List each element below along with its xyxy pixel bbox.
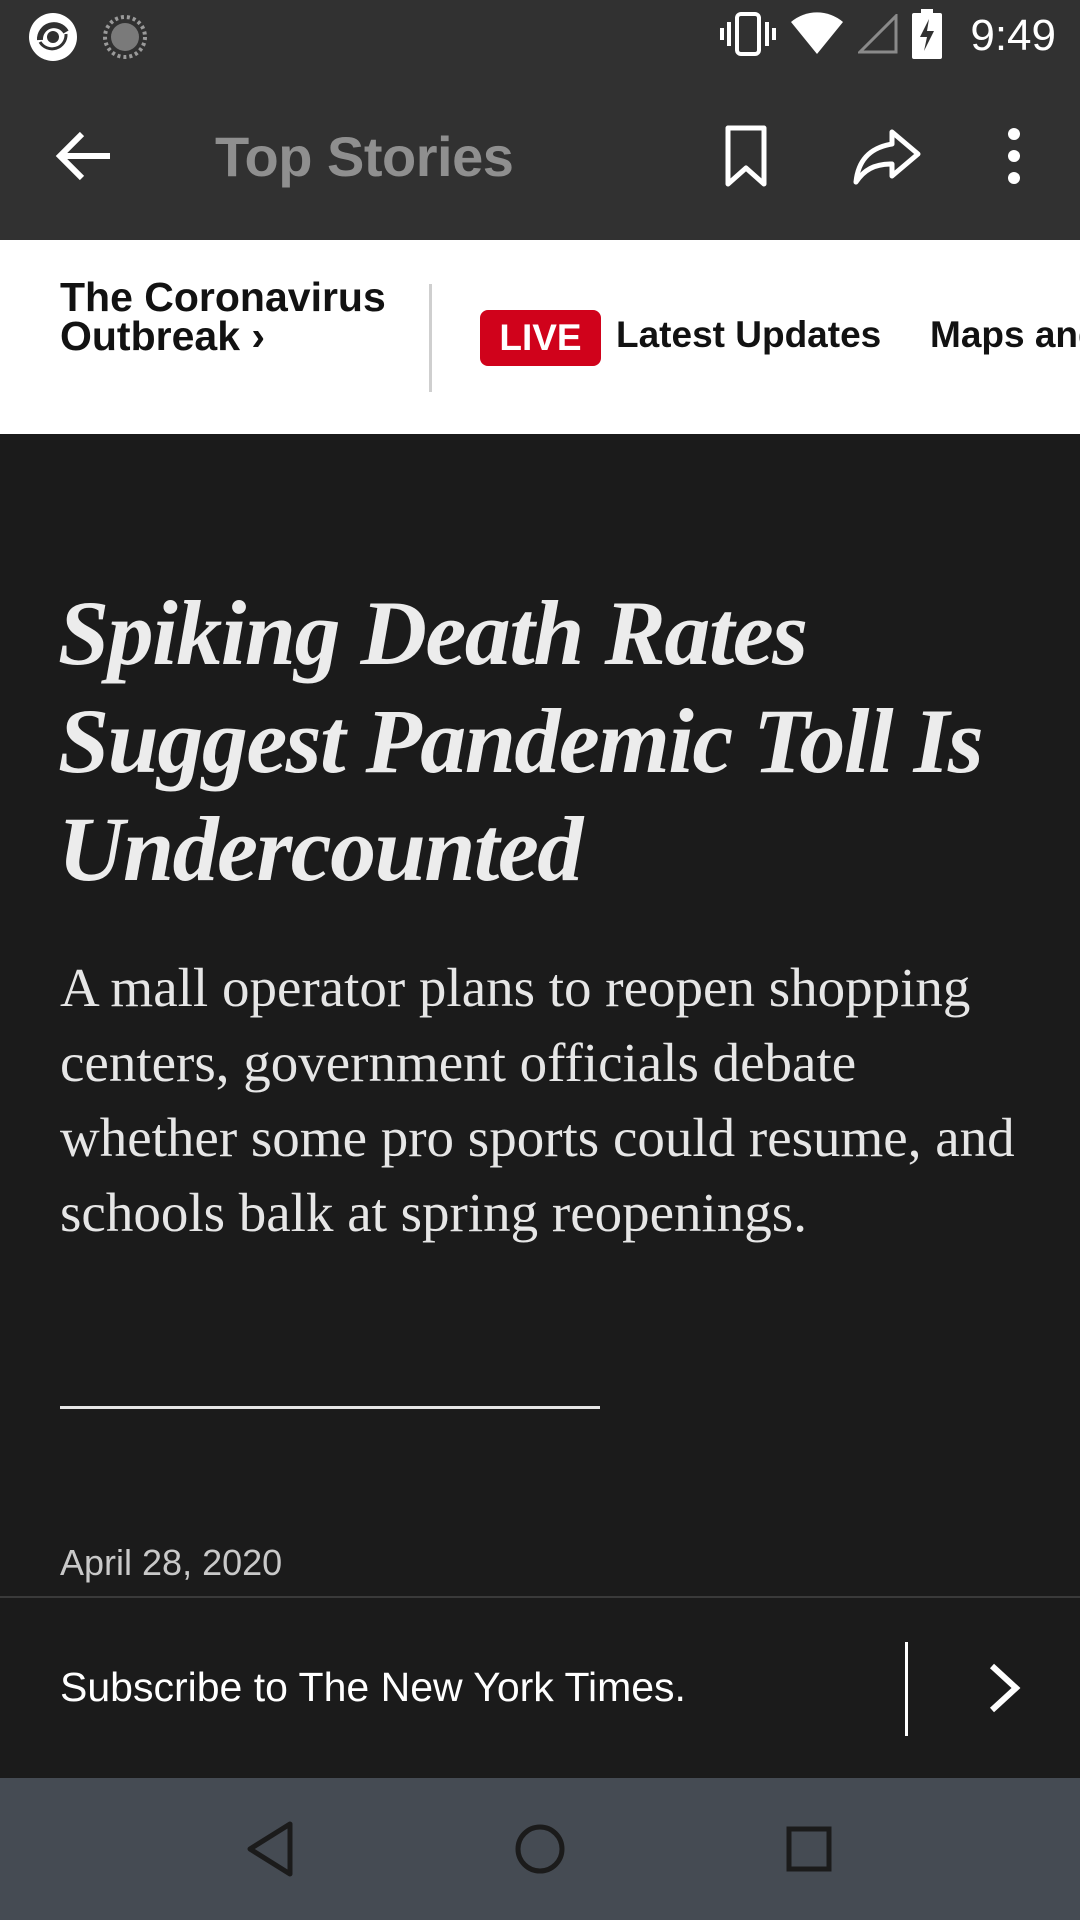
share-icon[interactable] [852,122,921,190]
article-header: Spiking Death Rates Suggest Pandemic Tol… [0,434,1080,1597]
headline-rule [60,1406,600,1409]
nav-home-icon[interactable] [505,1814,575,1884]
article-date: April 28, 2020 [60,1542,283,1583]
system-nav-bar [0,1778,1080,1920]
wifi-icon [790,11,844,61]
topic-link-coronavirus-outbreak[interactable]: The Coronavirus Outbreak › [60,274,400,359]
battery-charging-icon [912,8,943,64]
nav-recents-icon[interactable] [774,1814,844,1884]
subscribe-banner[interactable]: Subscribe to The New York Times. [0,1596,1080,1778]
topic-title-line2: Outbreak › [60,313,266,359]
bookmark-icon[interactable] [712,122,780,190]
vibrate-icon [720,10,777,63]
topic-divider [429,284,432,392]
subscribe-text[interactable]: Subscribe to The New York Times. [60,1664,686,1710]
loading-spinner-icon [100,10,150,69]
cellular-signal-icon [856,11,898,59]
live-badge[interactable]: LIVE [480,310,601,366]
page-title: Top Stories [215,125,514,188]
overflow-menu-icon[interactable] [980,122,1048,190]
back-arrow-icon[interactable] [52,124,116,188]
article-headline: Spiking Death Rates Suggest Pandemic Tol… [58,582,984,900]
app-notification-icon [26,10,80,69]
nav-back-icon[interactable] [236,1814,306,1884]
article-summary: A mall operator plans to reopen shopping… [60,957,1015,1243]
status-bar: 9:49 [0,0,1080,72]
latest-updates-link[interactable]: Latest Updates [616,314,882,355]
app-bar: Top Stories [0,72,1080,240]
maps-link[interactable]: Maps and [930,314,1080,355]
subscribe-divider [905,1642,908,1736]
chevron-right-icon[interactable] [972,1658,1032,1718]
status-clock: 9:49 [970,11,1056,60]
topic-title-line1: The Coronavirus [60,274,386,320]
topic-strip: The Coronavirus Outbreak › LIVE Latest U… [0,240,1080,434]
